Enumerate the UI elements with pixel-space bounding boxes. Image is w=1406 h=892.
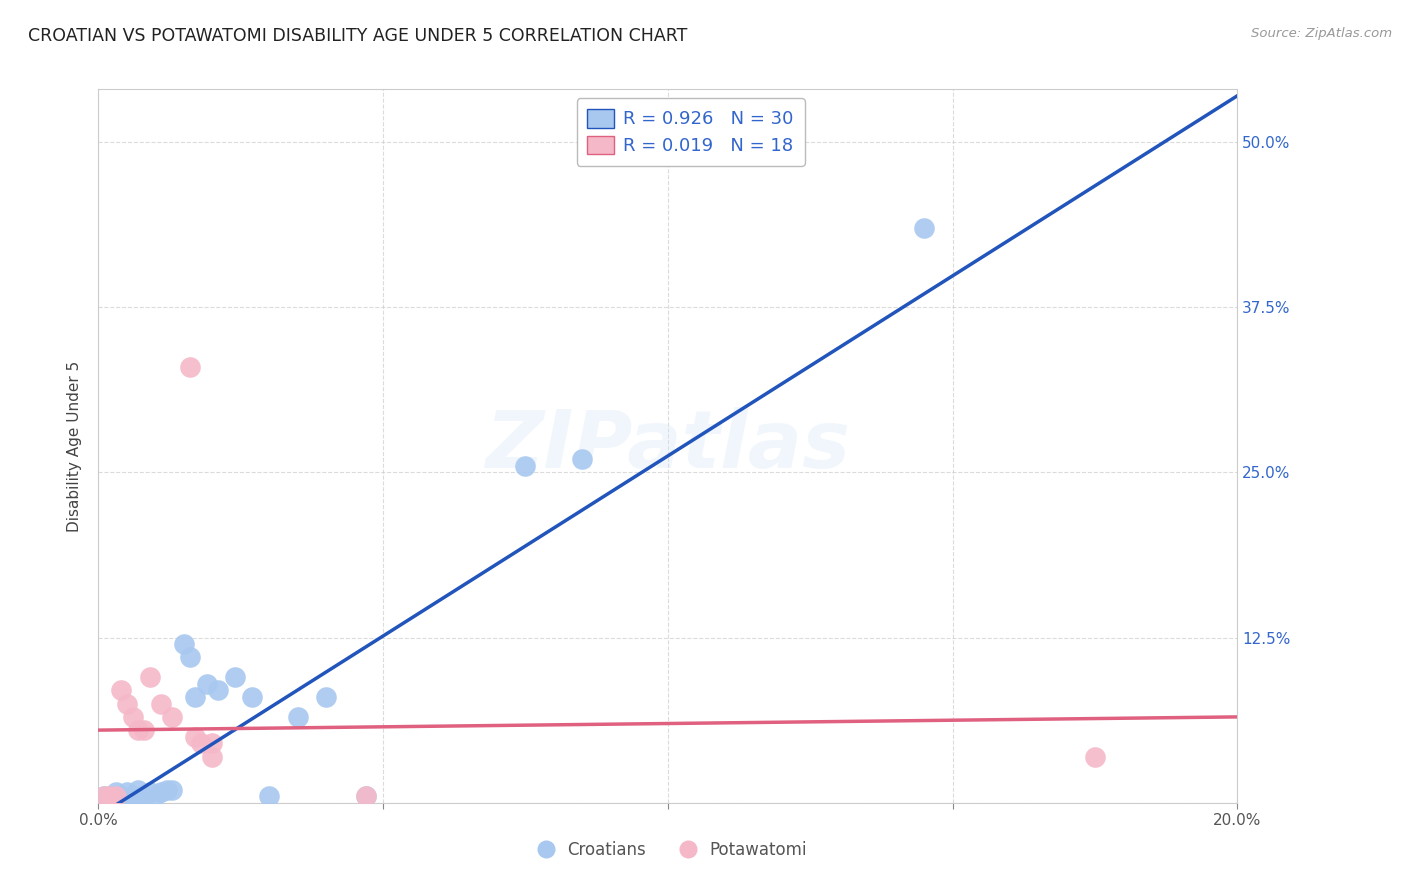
Point — [115, 785, 138, 799]
Point — [162, 782, 184, 797]
Point — [287, 710, 309, 724]
Point — [110, 789, 132, 804]
Point — [259, 789, 281, 804]
Text: ZIPatlas: ZIPatlas — [485, 407, 851, 485]
Point — [150, 785, 173, 799]
Point — [515, 458, 537, 473]
Point — [354, 789, 377, 804]
Point — [156, 782, 179, 797]
Point — [195, 677, 218, 691]
Point — [224, 670, 246, 684]
Point — [93, 789, 115, 804]
Point — [138, 785, 160, 799]
Point — [315, 690, 337, 704]
Point — [207, 683, 229, 698]
Point — [93, 789, 115, 804]
Point — [184, 730, 207, 744]
Legend: Croatians, Potawatomi: Croatians, Potawatomi — [522, 835, 814, 866]
Point — [179, 650, 201, 665]
Point — [150, 697, 173, 711]
Y-axis label: Disability Age Under 5: Disability Age Under 5 — [67, 360, 83, 532]
Point — [132, 789, 155, 804]
Point — [138, 670, 160, 684]
Point — [121, 710, 143, 724]
Point — [132, 723, 155, 738]
Point — [145, 789, 167, 804]
Point — [104, 792, 127, 806]
Point — [98, 789, 121, 804]
Point — [110, 683, 132, 698]
Point — [240, 690, 263, 704]
Point — [571, 452, 593, 467]
Point — [201, 736, 224, 750]
Point — [162, 710, 184, 724]
Point — [115, 697, 138, 711]
Point — [354, 789, 377, 804]
Point — [912, 221, 935, 235]
Point — [127, 792, 149, 806]
Point — [127, 782, 149, 797]
Point — [127, 723, 149, 738]
Text: Source: ZipAtlas.com: Source: ZipAtlas.com — [1251, 27, 1392, 40]
Point — [173, 637, 195, 651]
Point — [190, 736, 212, 750]
Point — [184, 690, 207, 704]
Point — [1084, 749, 1107, 764]
Text: CROATIAN VS POTAWATOMI DISABILITY AGE UNDER 5 CORRELATION CHART: CROATIAN VS POTAWATOMI DISABILITY AGE UN… — [28, 27, 688, 45]
Point — [104, 789, 127, 804]
Point — [104, 785, 127, 799]
Point — [115, 792, 138, 806]
Point — [179, 359, 201, 374]
Point — [121, 789, 143, 804]
Point — [201, 749, 224, 764]
Point — [98, 789, 121, 804]
